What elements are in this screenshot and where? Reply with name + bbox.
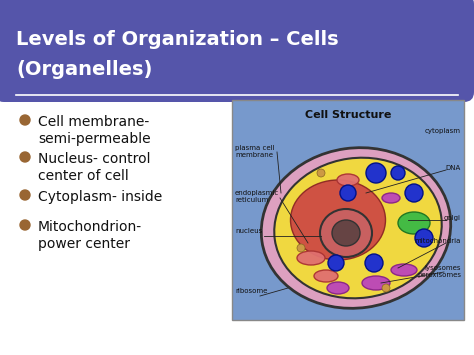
Text: (Organelles): (Organelles) <box>16 60 152 79</box>
Circle shape <box>20 115 30 125</box>
Ellipse shape <box>382 193 400 203</box>
Circle shape <box>382 284 390 292</box>
Text: Levels of Organization – Cells: Levels of Organization – Cells <box>16 30 338 49</box>
Text: golgi: golgi <box>444 215 461 221</box>
Ellipse shape <box>291 180 385 260</box>
Circle shape <box>297 244 305 252</box>
Circle shape <box>20 152 30 162</box>
FancyBboxPatch shape <box>232 100 464 320</box>
Ellipse shape <box>314 270 338 282</box>
Circle shape <box>405 184 423 202</box>
Text: Cytoplasm- inside: Cytoplasm- inside <box>38 190 162 204</box>
Text: semi-permeable: semi-permeable <box>38 132 151 146</box>
Ellipse shape <box>320 209 372 257</box>
Text: power center: power center <box>38 237 130 251</box>
Text: Mitochondrion-: Mitochondrion- <box>38 220 142 234</box>
Ellipse shape <box>362 276 390 290</box>
Ellipse shape <box>297 251 325 265</box>
Ellipse shape <box>398 212 430 234</box>
Circle shape <box>391 166 405 180</box>
Text: ribosome: ribosome <box>235 288 267 294</box>
Text: cytoplasm: cytoplasm <box>425 128 461 134</box>
Text: Nucleus- control: Nucleus- control <box>38 152 151 166</box>
Circle shape <box>365 254 383 272</box>
Circle shape <box>317 169 325 177</box>
Circle shape <box>328 255 344 271</box>
Ellipse shape <box>391 264 417 276</box>
Text: center of cell: center of cell <box>38 169 129 183</box>
Text: endoplasmic
reticulum: endoplasmic reticulum <box>235 190 279 203</box>
Ellipse shape <box>327 282 349 294</box>
Text: plasma cell
membrane: plasma cell membrane <box>235 145 274 158</box>
Ellipse shape <box>332 220 360 246</box>
Text: DNA: DNA <box>446 165 461 171</box>
Text: Cell Structure: Cell Structure <box>305 110 391 120</box>
Circle shape <box>20 220 30 230</box>
Circle shape <box>340 185 356 201</box>
Ellipse shape <box>274 158 442 298</box>
Text: Cell membrane-: Cell membrane- <box>38 115 149 129</box>
Ellipse shape <box>261 148 451 308</box>
Ellipse shape <box>337 174 359 186</box>
FancyBboxPatch shape <box>0 0 474 102</box>
Text: nucleus: nucleus <box>235 228 262 234</box>
Text: mitochondria: mitochondria <box>415 238 461 244</box>
Text: lysosomes
peroxisomes: lysosomes peroxisomes <box>417 265 461 278</box>
Circle shape <box>20 190 30 200</box>
Circle shape <box>366 163 386 183</box>
Circle shape <box>415 229 433 247</box>
